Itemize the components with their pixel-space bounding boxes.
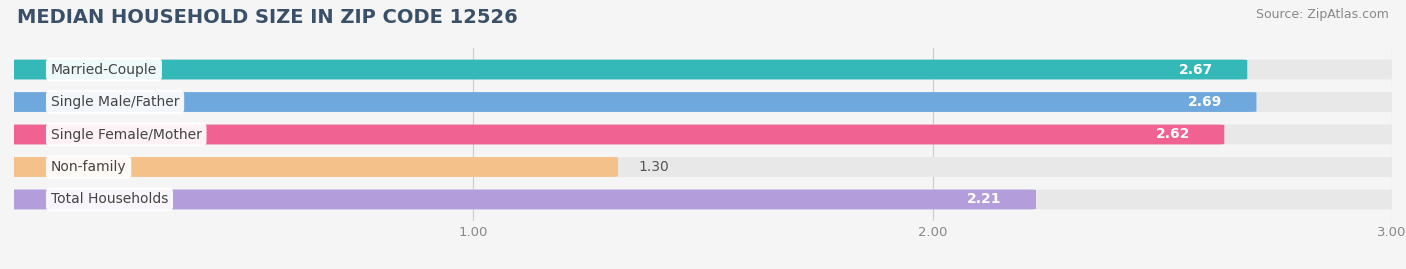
FancyBboxPatch shape bbox=[7, 125, 1225, 144]
FancyBboxPatch shape bbox=[7, 60, 1247, 79]
FancyBboxPatch shape bbox=[7, 60, 1399, 79]
Text: MEDIAN HOUSEHOLD SIZE IN ZIP CODE 12526: MEDIAN HOUSEHOLD SIZE IN ZIP CODE 12526 bbox=[17, 8, 517, 27]
Text: Married-Couple: Married-Couple bbox=[51, 62, 157, 77]
Text: Source: ZipAtlas.com: Source: ZipAtlas.com bbox=[1256, 8, 1389, 21]
Text: 1.30: 1.30 bbox=[638, 160, 669, 174]
FancyBboxPatch shape bbox=[7, 92, 1257, 112]
Text: Total Households: Total Households bbox=[51, 192, 169, 207]
Text: Single Female/Mother: Single Female/Mother bbox=[51, 128, 201, 141]
Text: Non-family: Non-family bbox=[51, 160, 127, 174]
Text: 2.62: 2.62 bbox=[1156, 128, 1189, 141]
FancyBboxPatch shape bbox=[7, 125, 1399, 144]
FancyBboxPatch shape bbox=[7, 190, 1399, 209]
Text: 2.69: 2.69 bbox=[1188, 95, 1222, 109]
FancyBboxPatch shape bbox=[7, 157, 1399, 177]
Text: 2.67: 2.67 bbox=[1178, 62, 1213, 77]
FancyBboxPatch shape bbox=[7, 92, 1399, 112]
Text: Single Male/Father: Single Male/Father bbox=[51, 95, 180, 109]
FancyBboxPatch shape bbox=[7, 157, 619, 177]
FancyBboxPatch shape bbox=[7, 190, 1036, 209]
Text: 2.21: 2.21 bbox=[967, 192, 1001, 207]
